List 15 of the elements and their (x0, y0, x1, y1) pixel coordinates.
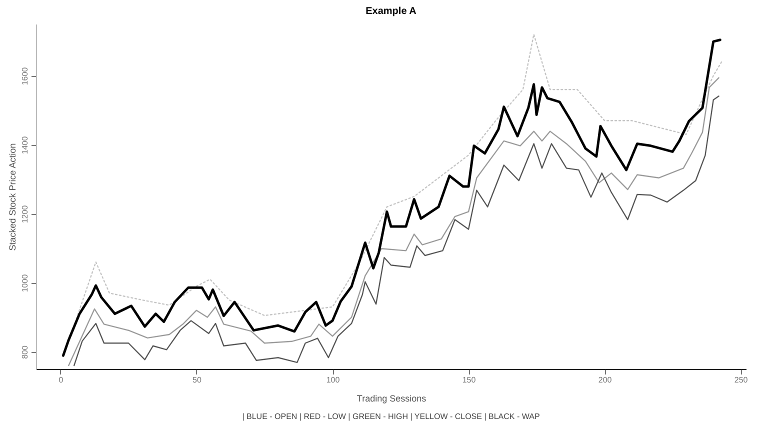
text: | BLUE - OPEN | RED - LOW | GREEN - HIGH | YELLOW - CLOSE | BLACK - WAP (242, 412, 540, 421)
y-tick-label: 1000 (20, 274, 30, 292)
y-axis-title: Stacked Stock Price Action (8, 143, 18, 251)
x-tick-label: 50 (192, 376, 202, 384)
x-tick-label: 200 (598, 376, 612, 384)
x-tick-label: 150 (462, 376, 476, 384)
y-tick-label: 1200 (20, 204, 30, 224)
x-tick-label: 0 (58, 376, 64, 384)
y-tick-label: 1600 (20, 66, 30, 86)
chart-title: Example A (366, 6, 416, 17)
y-tick-label: 1400 (20, 136, 30, 154)
x-axis-title: Trading Sessions (356, 394, 427, 404)
x-tick-label: 100 (326, 376, 340, 384)
y-tick-label: 800 (20, 345, 30, 359)
x-tick-label: 250 (734, 376, 748, 384)
